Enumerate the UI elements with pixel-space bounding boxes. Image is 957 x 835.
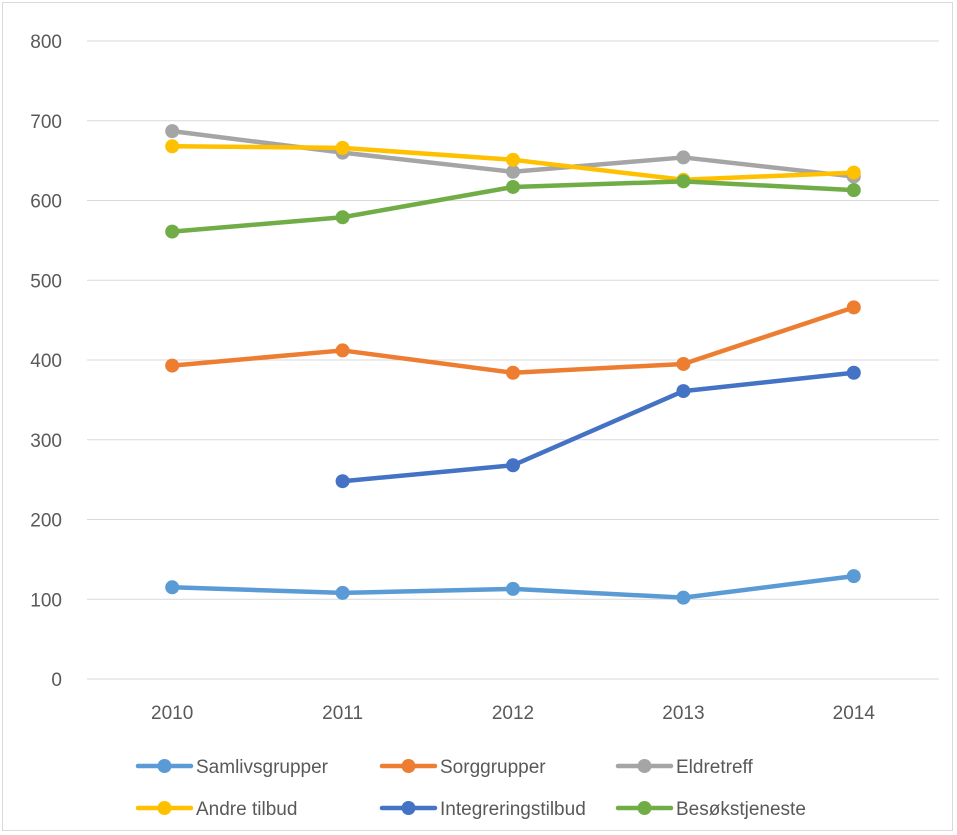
data-point	[846, 569, 861, 584]
data-point	[676, 356, 691, 371]
data-point	[506, 458, 520, 473]
legend: Samlivsgrupper Sorggrupper Eldretreff Andre…	[135, 757, 806, 820]
data-point	[676, 384, 691, 399]
x-tick-label: 2011	[322, 703, 363, 724]
data-point	[846, 300, 861, 315]
data-point	[165, 124, 180, 139]
series-andre-tilbud	[165, 139, 861, 187]
legend-item: Eldretreff	[615, 757, 753, 778]
data-point	[676, 590, 691, 605]
legend-label: Andre tilbud	[196, 799, 297, 820]
series-bes-kstjeneste	[165, 174, 861, 239]
data-point	[165, 139, 180, 154]
data-point	[335, 474, 350, 489]
legend-swatch-marker	[157, 801, 172, 815]
data-point	[506, 365, 520, 380]
legend-item: Sorggrupper	[379, 757, 546, 778]
legend-label: Samlivsgrupper	[196, 757, 329, 778]
y-tick-label: 100	[30, 590, 62, 611]
x-tick-label: 2012	[492, 703, 534, 724]
data-point	[335, 585, 350, 600]
data-point	[335, 140, 350, 155]
legend-swatch-marker	[637, 759, 652, 773]
series-integreringstilbud	[335, 365, 861, 489]
series-lines	[165, 124, 861, 605]
x-axis-tick-labels: 2010 2011 2012 2013 2014	[151, 703, 875, 724]
y-tick-label: 400	[30, 351, 62, 372]
legend-swatch-marker	[401, 759, 416, 773]
legend-label: Besøkstjeneste	[676, 799, 806, 820]
data-point	[846, 165, 861, 180]
data-point	[165, 224, 180, 239]
data-point	[165, 358, 180, 373]
gridlines	[87, 40, 939, 680]
data-point	[335, 210, 350, 225]
data-point	[846, 365, 861, 380]
y-tick-label: 800	[30, 32, 62, 53]
data-point	[676, 174, 691, 189]
legend-label: Eldretreff	[676, 757, 753, 778]
legend-swatch-marker	[637, 801, 652, 815]
y-tick-label: 500	[30, 271, 62, 292]
y-tick-label: 300	[30, 431, 62, 452]
y-tick-label: 0	[51, 670, 62, 691]
data-point	[846, 183, 861, 198]
y-tick-label: 200	[30, 511, 62, 532]
legend-item: Samlivsgrupper	[135, 757, 329, 778]
legend-swatch-marker	[157, 759, 172, 773]
data-point	[506, 152, 520, 167]
data-point	[335, 343, 350, 358]
legend-item: Besøkstjeneste	[615, 799, 806, 820]
legend-item: Andre tilbud	[135, 799, 297, 820]
data-point	[506, 581, 520, 596]
series-samlivsgrupper	[165, 569, 861, 605]
x-tick-label: 2013	[662, 703, 704, 724]
y-tick-label: 600	[30, 192, 62, 213]
legend-label: Integreringstilbud	[440, 799, 586, 820]
data-point	[676, 150, 691, 165]
data-point	[506, 179, 520, 194]
legend-item: Integreringstilbud	[379, 799, 586, 820]
x-tick-label: 2014	[833, 703, 876, 724]
x-tick-label: 2010	[151, 703, 193, 724]
series-line	[169, 305, 857, 376]
legend-label: Sorggrupper	[440, 757, 546, 778]
data-point	[506, 164, 520, 179]
legend-swatch-marker	[401, 801, 416, 815]
data-point	[165, 580, 180, 595]
series-sorggrupper	[165, 300, 861, 380]
y-tick-label: 700	[30, 112, 62, 133]
y-axis-tick-labels: 0 100 200 300 400 500 600 700 800	[30, 32, 62, 691]
series-line	[340, 370, 857, 484]
